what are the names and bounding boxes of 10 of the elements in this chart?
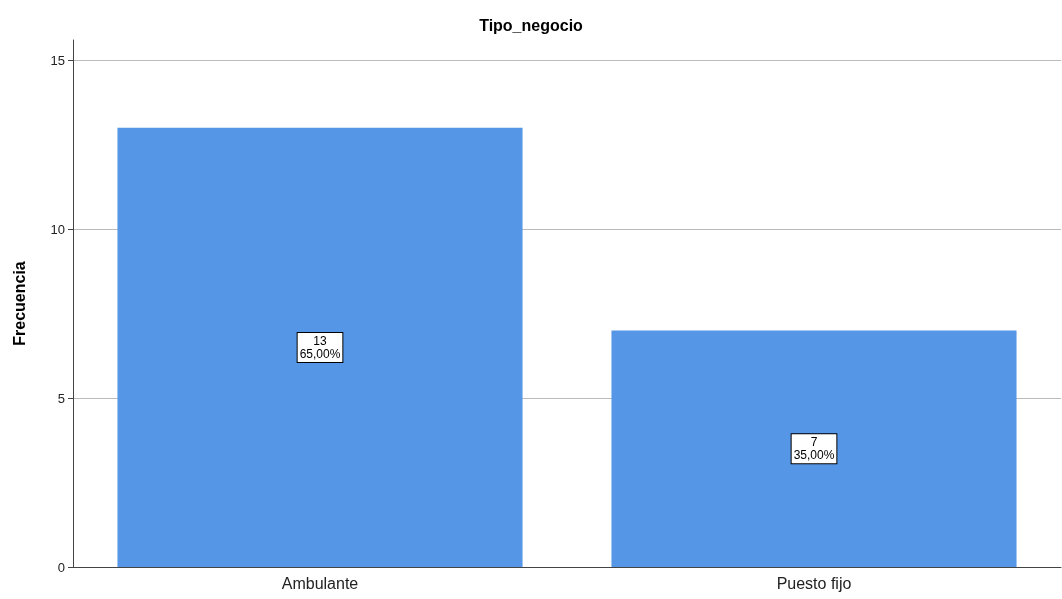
y-tick-label: 10 [50,221,65,237]
y-tick-label: 5 [57,390,65,406]
y-tick-label: 15 [50,52,65,68]
data-label: 7 35,00% [793,435,835,463]
y-axis-title: Frecuencia [10,261,28,346]
x-tick-label: Ambulante [281,574,359,592]
data-label: 13 65,00% [299,333,341,361]
x-tick-label: Puesto fijo [776,574,852,592]
chart-title: Tipo_negocio [479,16,584,34]
y-tick-label: 0 [57,559,65,575]
